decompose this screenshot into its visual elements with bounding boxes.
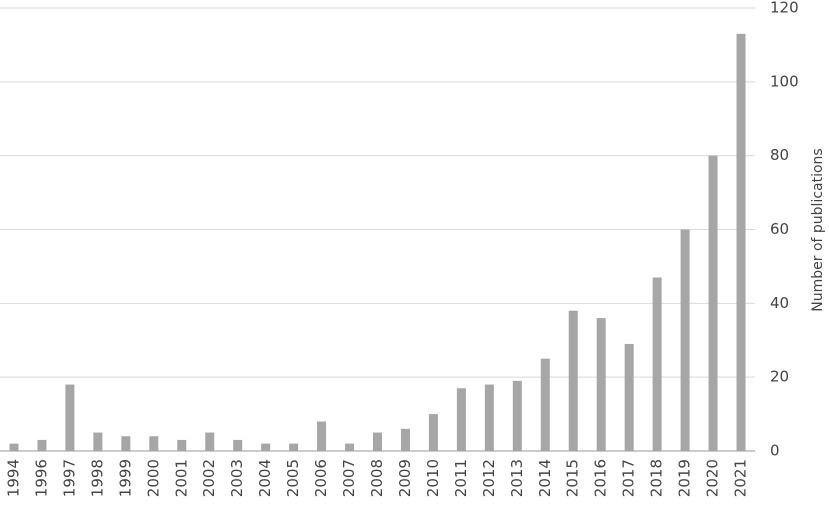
bar xyxy=(484,384,494,451)
bar xyxy=(624,343,634,451)
y-tick-label: 100 xyxy=(770,72,799,90)
y-tick-label: 120 xyxy=(770,0,799,17)
x-tick-label: 2000 xyxy=(144,459,162,497)
bar xyxy=(373,432,382,451)
x-tick-label: 1996 xyxy=(32,459,50,497)
bar xyxy=(428,414,438,451)
bar xyxy=(596,318,606,451)
x-tick-label: 2009 xyxy=(396,459,414,497)
bar xyxy=(205,432,215,451)
bar xyxy=(456,388,466,451)
x-tick-label: 2013 xyxy=(508,459,526,497)
bar xyxy=(289,443,299,451)
bar xyxy=(568,310,578,451)
bar xyxy=(540,358,550,451)
bar xyxy=(680,229,690,451)
y-tick-label: 60 xyxy=(770,220,789,238)
x-tick-label: 2008 xyxy=(368,459,386,497)
x-tick-label: 2020 xyxy=(704,459,722,497)
bar xyxy=(177,439,187,451)
x-tick-label: 2017 xyxy=(620,459,638,497)
x-tick-label: 2002 xyxy=(200,459,218,497)
y-tick-label: 40 xyxy=(770,294,789,312)
bar xyxy=(149,436,159,451)
y-axis-label: Number of publications xyxy=(810,148,826,311)
bar xyxy=(233,439,243,451)
bar xyxy=(121,436,131,451)
bar xyxy=(9,443,19,451)
y-tick-label: 20 xyxy=(770,368,789,386)
x-tick-label: 2011 xyxy=(452,459,470,497)
x-tick-label: 2018 xyxy=(648,459,666,497)
bar xyxy=(512,380,522,451)
x-tick-label: 1999 xyxy=(116,459,134,497)
bar xyxy=(93,432,103,451)
x-tick-label: 2001 xyxy=(172,459,190,497)
x-tick-label: 2015 xyxy=(564,459,582,497)
x-tick-label: 2012 xyxy=(480,459,498,497)
x-tick-label: 2007 xyxy=(340,459,358,497)
x-tick-label: 2005 xyxy=(284,459,302,497)
bar xyxy=(652,277,662,451)
x-tick-label: 1997 xyxy=(60,459,78,497)
bar xyxy=(317,421,327,451)
y-tick-label: 80 xyxy=(770,146,789,164)
x-tick-label: 2006 xyxy=(312,459,330,497)
x-tick-label: 1994 xyxy=(4,459,22,497)
bar xyxy=(37,439,47,451)
x-tick-label: 1998 xyxy=(88,459,106,497)
x-tick-label: 2014 xyxy=(536,459,554,497)
x-tick-label: 2021 xyxy=(732,459,750,497)
x-tick-label: 2016 xyxy=(592,459,610,497)
x-tick-label: 2003 xyxy=(228,459,246,497)
bar xyxy=(345,443,355,451)
bar xyxy=(261,443,271,451)
x-tick-label: 2019 xyxy=(676,459,694,497)
bar xyxy=(65,384,75,451)
y-tick-label: 0 xyxy=(770,442,780,460)
bar xyxy=(708,155,718,451)
x-tick-label: 2004 xyxy=(256,459,274,497)
bar xyxy=(736,33,746,451)
x-tick-label: 2010 xyxy=(424,459,442,497)
bar xyxy=(400,428,410,451)
